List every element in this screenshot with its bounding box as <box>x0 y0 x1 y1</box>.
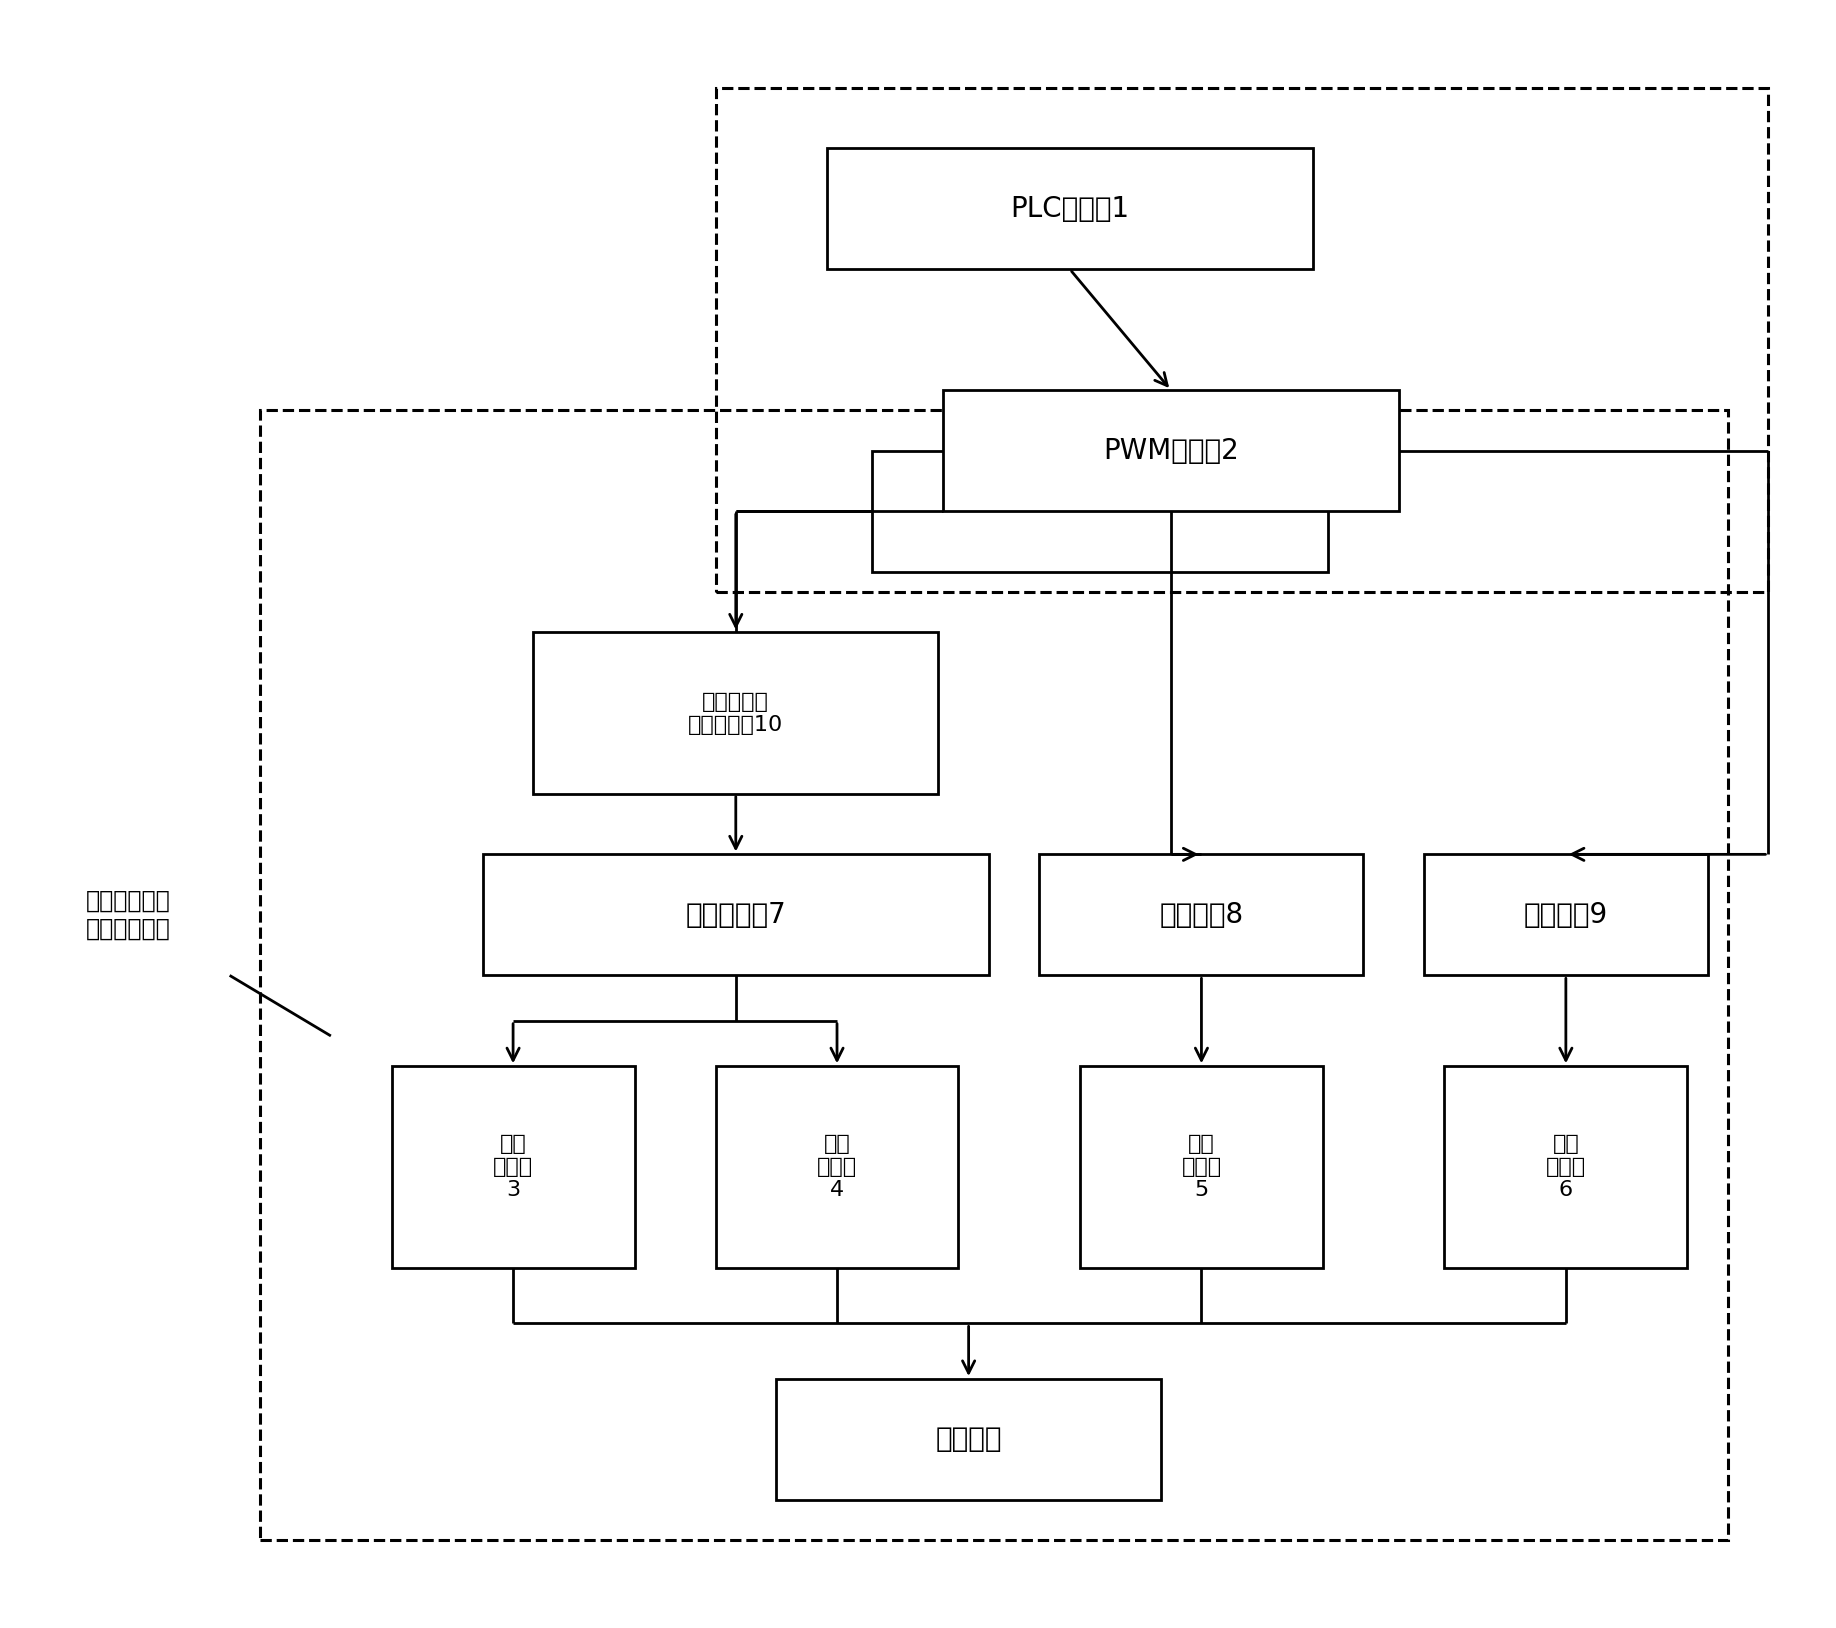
FancyBboxPatch shape <box>716 1066 958 1268</box>
FancyBboxPatch shape <box>1080 1066 1324 1268</box>
Text: 液控
单向阀
6: 液控 单向阀 6 <box>1546 1133 1586 1200</box>
FancyBboxPatch shape <box>826 148 1313 269</box>
FancyBboxPatch shape <box>1039 855 1364 975</box>
Text: 液控
单向阀
3: 液控 单向阀 3 <box>494 1133 532 1200</box>
FancyBboxPatch shape <box>391 1066 635 1268</box>
FancyBboxPatch shape <box>944 391 1399 511</box>
FancyBboxPatch shape <box>872 451 1327 571</box>
Text: 液控
单向阀
5: 液控 单向阀 5 <box>1181 1133 1221 1200</box>
Text: PWM放大器2: PWM放大器2 <box>1103 436 1239 466</box>
Text: 电磁换向阀7: 电磁换向阀7 <box>685 900 786 930</box>
Text: 电液控单向
可调节流阀10: 电液控单向 可调节流阀10 <box>688 692 784 734</box>
Text: PLC控制器1: PLC控制器1 <box>1010 195 1129 223</box>
FancyBboxPatch shape <box>532 632 938 794</box>
FancyBboxPatch shape <box>1445 1066 1687 1268</box>
FancyBboxPatch shape <box>483 855 990 975</box>
Text: 电磁球阀8: 电磁球阀8 <box>1159 900 1243 930</box>
Text: 执行元件: 执行元件 <box>935 1426 1002 1454</box>
FancyBboxPatch shape <box>1425 855 1707 975</box>
Text: 电磁球阀9: 电磁球阀9 <box>1524 900 1608 930</box>
Text: 液控
单向阀
4: 液控 单向阀 4 <box>817 1133 857 1200</box>
FancyBboxPatch shape <box>777 1379 1160 1499</box>
Text: 分段控制集成
式电液数字阀: 分段控制集成 式电液数字阀 <box>86 889 171 941</box>
